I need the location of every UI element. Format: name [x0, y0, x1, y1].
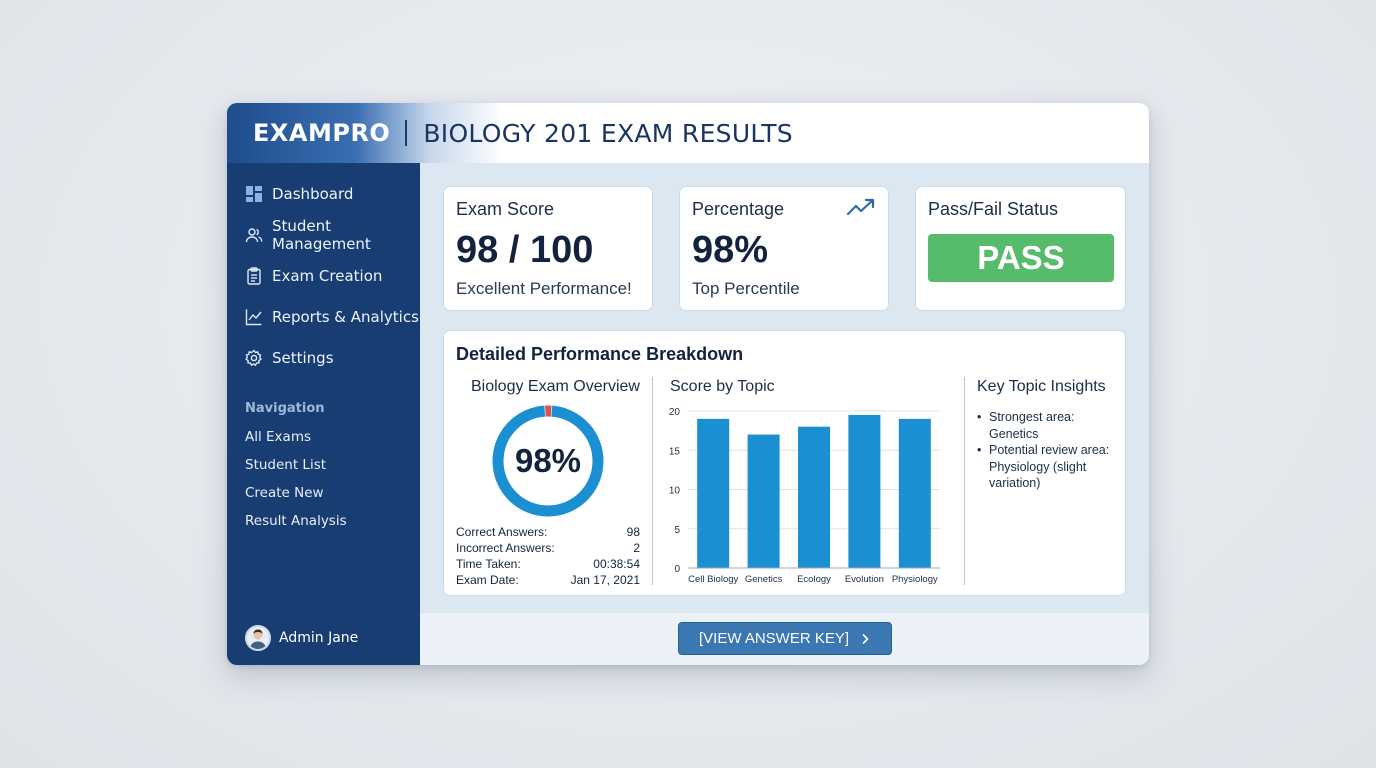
insights-title: Key Topic Insights — [977, 378, 1106, 395]
main-content: Exam Score 98 / 100 Excellent Performanc… — [420, 163, 1149, 613]
chevron-right-icon — [862, 633, 869, 644]
donut-percent-label: 98% — [515, 442, 581, 479]
nav-link-all-exams[interactable]: All Exams — [245, 429, 312, 445]
topic-chart-title: Score by Topic — [670, 378, 775, 395]
pass-fail-label: Pass/Fail Status — [928, 199, 1059, 219]
overview-title: Biology Exam Overview — [471, 378, 640, 395]
bar-cell-biology — [697, 418, 730, 568]
percentage-card: Percentage 98% Top Percentile — [679, 186, 889, 311]
sidebar-item-label: Reports & Analytics — [272, 308, 419, 326]
trend-up-icon — [846, 197, 876, 221]
stat-row-date: Exam Date: Jan 17, 2021 — [456, 573, 640, 587]
users-icon — [245, 226, 263, 244]
app-window: EXAMPRO BIOLOGY 201 EXAM RESULTS Dashboa… — [227, 103, 1149, 665]
footer-bar: [VIEW ANSWER KEY] — [420, 613, 1149, 665]
user-name: Admin Jane — [279, 630, 359, 646]
view-answer-key-button[interactable]: [VIEW ANSWER KEY] — [678, 622, 892, 655]
percentage-value: 98% — [692, 229, 769, 271]
insights-list: Strongest area: Genetics Potential revie… — [977, 409, 1117, 492]
donut-incorrect-arc — [492, 405, 604, 517]
chart-line-icon — [245, 308, 263, 326]
sidebar-item-reports-analytics[interactable]: Reports & Analytics — [245, 306, 419, 328]
exam-stats: Correct Answers: 98 Incorrect Answers: 2 T… — [456, 525, 640, 589]
nav-link-create-new[interactable]: Create New — [245, 485, 324, 501]
exam-score-value: 98 / 100 — [456, 229, 594, 271]
sidebar-item-label: Exam Creation — [272, 267, 383, 285]
section-divider — [652, 377, 653, 585]
breakdown-title: Detailed Performance Breakdown — [456, 344, 744, 364]
y-tick-label: 5 — [674, 525, 680, 536]
bar-genetics — [747, 434, 780, 568]
stat-row-correct: Correct Answers: 98 — [456, 525, 640, 539]
sidebar-item-label: Dashboard — [272, 185, 354, 203]
nav-link-student-list[interactable]: Student List — [245, 457, 327, 473]
exam-score-label: Exam Score — [456, 199, 555, 219]
sidebar-item-label: Settings — [272, 349, 334, 367]
brand-logo: EXAMPRO — [253, 119, 391, 147]
x-tick-label: Genetics — [745, 574, 783, 585]
sidebar-item-student-management[interactable]: Student Management — [245, 217, 420, 253]
nav-header: Navigation — [245, 401, 325, 416]
bar-evolution — [848, 414, 881, 568]
title-divider — [405, 120, 408, 146]
percentage-sub: Top Percentile — [692, 279, 800, 298]
bar-physiology — [898, 418, 931, 568]
y-tick-label: 0 — [674, 564, 680, 575]
sidebar: Dashboard Student Management Exam Creati… — [227, 163, 420, 665]
user-profile[interactable]: Admin Jane — [245, 625, 358, 651]
insight-item: Strongest area: Genetics — [977, 409, 1117, 442]
percentage-label: Percentage — [692, 199, 785, 219]
sidebar-item-label: Student Management — [272, 217, 371, 253]
donut-correct-arc — [492, 405, 604, 517]
x-tick-label: Evolution — [845, 574, 884, 585]
exam-score-sub: Excellent Performance! — [456, 279, 632, 298]
stat-row-incorrect: Incorrect Answers: 2 — [456, 541, 640, 555]
exam-score-card: Exam Score 98 / 100 Excellent Performanc… — [443, 186, 653, 311]
y-tick-label: 20 — [669, 407, 681, 418]
sidebar-item-dashboard[interactable]: Dashboard — [245, 183, 353, 205]
title-bar: EXAMPRO BIOLOGY 201 EXAM RESULTS — [227, 103, 1149, 163]
stat-row-time: Time Taken: 00:38:54 — [456, 557, 640, 571]
dashboard-icon — [245, 185, 263, 203]
page-title: BIOLOGY 201 EXAM RESULTS — [423, 118, 793, 148]
sidebar-item-settings[interactable]: Settings — [245, 347, 334, 369]
status-badge: PASS — [928, 234, 1114, 282]
y-tick-label: 15 — [669, 446, 681, 457]
clipboard-icon — [245, 267, 263, 285]
sidebar-item-exam-creation[interactable]: Exam Creation — [245, 265, 382, 287]
button-label: [VIEW ANSWER KEY] — [698, 630, 850, 647]
avatar — [245, 625, 271, 651]
bar-ecology — [798, 426, 830, 568]
section-divider — [964, 377, 965, 585]
gear-icon — [245, 349, 263, 367]
x-tick-label: Physiology — [892, 574, 938, 585]
performance-breakdown-card: Detailed Performance Breakdown Biology E… — [443, 330, 1126, 596]
x-tick-label: Ecology — [797, 574, 831, 585]
pass-fail-card: Pass/Fail Status PASS — [915, 186, 1126, 311]
x-tick-label: Cell Biology — [688, 574, 738, 585]
score-donut-chart: 98% — [492, 405, 604, 517]
y-tick-label: 10 — [669, 486, 681, 497]
nav-link-result-analysis[interactable]: Result Analysis — [245, 513, 347, 529]
score-by-topic-chart: 0 5 10 15 20 Cell Biology Genetics Ecology Evolu… — [669, 407, 940, 585]
insight-item: Potential review area: Physiology (sligh… — [977, 442, 1117, 492]
